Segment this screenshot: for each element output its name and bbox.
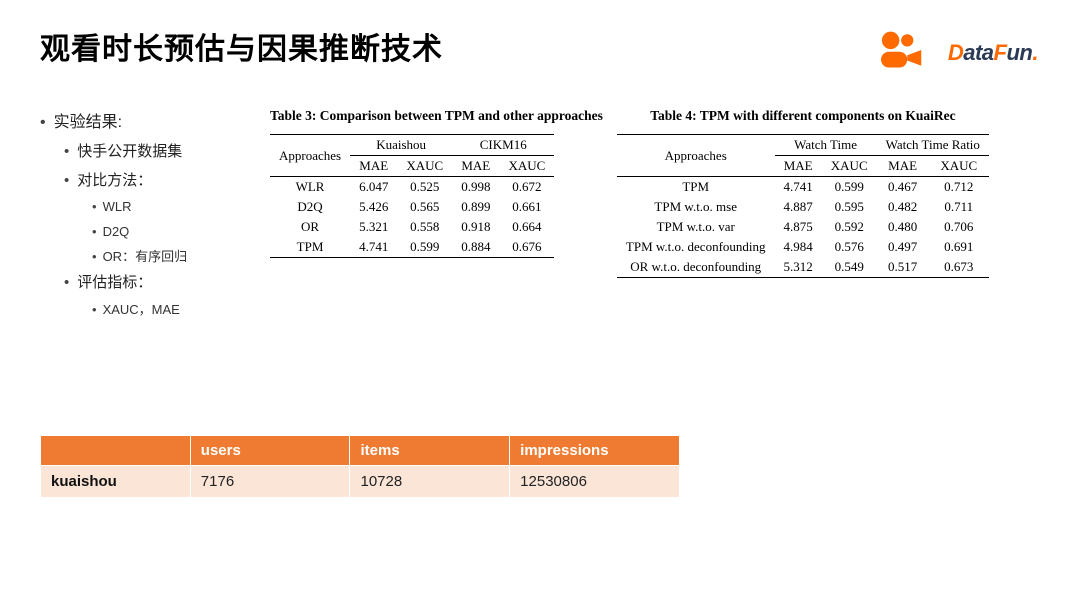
stats-cell: 7176 <box>190 466 350 498</box>
outline-subitem: WLR <box>40 195 270 220</box>
stats-header <box>41 436 191 466</box>
table-row: OR 5.321 0.558 0.918 0.664 <box>270 217 554 237</box>
stats-header: users <box>190 436 350 466</box>
slide: 观看时长预估与因果推断技术 DataFun. 实验结果: 快手公开数据集 对比方… <box>0 0 1080 608</box>
outline: 实验结果: 快手公开数据集 对比方法： WLR D2Q OR：有序回归 评估指标… <box>40 108 270 323</box>
col-xauc: XAUC <box>397 156 452 177</box>
table-row: TPM w.t.o. deconfounding 4.984 0.576 0.4… <box>617 237 989 257</box>
table4-grid: Approaches Watch Time Watch Time Ratio M… <box>617 134 989 278</box>
col-xauc: XAUC <box>499 156 554 177</box>
col-mae: MAE <box>775 156 822 177</box>
outline-subitem: D2Q <box>40 220 270 245</box>
table-row: TPM w.t.o. var 4.875 0.592 0.480 0.706 <box>617 217 989 237</box>
table3-caption: Table 3: Comparison between TPM and othe… <box>270 108 603 124</box>
col-group-wt: Watch Time <box>775 135 877 156</box>
col-group-cikm: CIKM16 <box>452 135 554 156</box>
stats-cell: 10728 <box>350 466 510 498</box>
col-mae: MAE <box>877 156 929 177</box>
stats-rowlabel: kuaishou <box>41 466 191 498</box>
col-xauc: XAUC <box>929 156 989 177</box>
stats-header: items <box>350 436 510 466</box>
table-row: TPM 4.741 0.599 0.467 0.712 <box>617 177 989 198</box>
table-row: TPM 4.741 0.599 0.884 0.676 <box>270 237 554 258</box>
table3: Table 3: Comparison between TPM and othe… <box>270 108 603 278</box>
table4-caption: Table 4: TPM with different components o… <box>617 108 989 124</box>
col-mae: MAE <box>350 156 397 177</box>
table3-grid: Approaches Kuaishou CIKM16 MAE XAUC MAE … <box>270 134 554 258</box>
content-body: 实验结果: 快手公开数据集 对比方法： WLR D2Q OR：有序回归 评估指标… <box>40 108 1040 323</box>
outline-root: 实验结果: <box>40 108 270 138</box>
col-approaches: Approaches <box>617 135 775 177</box>
outline-item: 对比方法： <box>40 167 270 196</box>
table4: Table 4: TPM with different components o… <box>617 108 989 278</box>
col-group-wtr: Watch Time Ratio <box>877 135 989 156</box>
datafun-logo: DataFun. <box>948 40 1038 66</box>
stats-header-row: users items impressions <box>41 436 680 466</box>
table-row: WLR 6.047 0.525 0.998 0.672 <box>270 177 554 198</box>
outline-item: 评估指标： <box>40 269 270 298</box>
col-approaches: Approaches <box>270 135 350 177</box>
table-row: TPM w.t.o. mse 4.887 0.595 0.482 0.711 <box>617 197 989 217</box>
stats-header: impressions <box>510 436 680 466</box>
tables-area: Table 3: Comparison between TPM and othe… <box>270 108 1040 278</box>
stats-table: users items impressions kuaishou 7176 10… <box>40 435 680 498</box>
outline-subitem: OR：有序回归 <box>40 245 270 270</box>
col-mae: MAE <box>452 156 499 177</box>
kuaishou-logo-icon <box>874 28 930 77</box>
stats-cell: 12530806 <box>510 466 680 498</box>
stats-row: kuaishou 7176 10728 12530806 <box>41 466 680 498</box>
col-xauc: XAUC <box>822 156 877 177</box>
outline-item: 快手公开数据集 <box>40 138 270 167</box>
outline-subitem: XAUC，MAE <box>40 298 270 323</box>
table-row: D2Q 5.426 0.565 0.899 0.661 <box>270 197 554 217</box>
col-group-kuaishou: Kuaishou <box>350 135 452 156</box>
logo-area: DataFun. <box>874 28 1038 77</box>
table-row: OR w.t.o. deconfounding 5.312 0.549 0.51… <box>617 257 989 278</box>
